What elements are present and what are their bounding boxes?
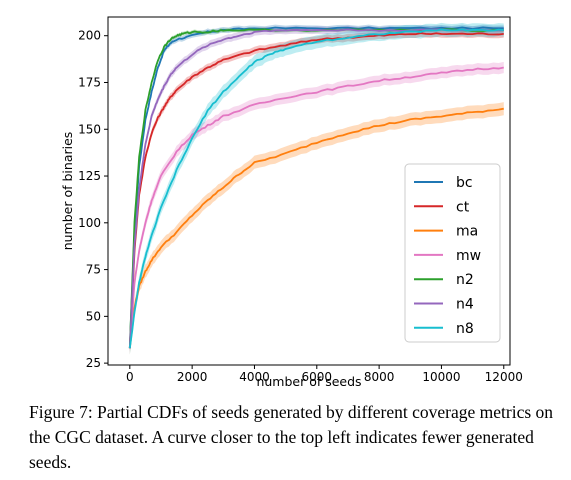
y-axis-title: number of binaries bbox=[60, 132, 75, 251]
legend-label-mw: mw bbox=[456, 248, 481, 264]
x-tick-label-12000: 12000 bbox=[485, 370, 523, 384]
x-tick-label-6000: 6000 bbox=[302, 370, 333, 384]
legend-box bbox=[404, 163, 501, 343]
series-line-n8 bbox=[128, 28, 504, 349]
x-axis-ticks: 0 2000 4000 6000 8000 10000 12000 bbox=[126, 365, 523, 384]
legend-label-ct: ct bbox=[456, 199, 470, 215]
axes-frame bbox=[107, 16, 511, 366]
series-line-bc bbox=[128, 26, 504, 349]
y-tick-label-100: 100 bbox=[78, 216, 101, 230]
y-tick-label-200: 200 bbox=[78, 29, 101, 43]
series-line-ct bbox=[128, 32, 504, 349]
x-tick-label-8000: 8000 bbox=[364, 370, 395, 384]
cdf-chart: 0 2000 4000 6000 8000 10000 12000 25 50 75 100 125… bbox=[60, 16, 523, 389]
series-line-ma bbox=[128, 107, 504, 349]
y-tick-label-150: 150 bbox=[78, 122, 101, 136]
legend-label-n2: n2 bbox=[456, 272, 474, 288]
y-axis-ticks: 25 50 75 100 125 150 175 200 bbox=[78, 29, 108, 370]
figure-caption: Figure 7: Partial CDFs of seeds generate… bbox=[29, 402, 554, 472]
y-tick-label-125: 125 bbox=[78, 169, 101, 183]
legend-label-n8: n8 bbox=[456, 321, 474, 337]
plot-area bbox=[128, 22, 504, 355]
y-tick-label-175: 175 bbox=[78, 75, 101, 89]
y-tick-label-25: 25 bbox=[86, 356, 101, 370]
series-line-n4 bbox=[128, 28, 504, 349]
x-tick-label-2000: 2000 bbox=[177, 370, 208, 384]
x-axis-title: number of seeds bbox=[256, 374, 361, 389]
legend-label-n4: n4 bbox=[456, 297, 474, 313]
legend-label-ma: ma bbox=[456, 224, 478, 240]
legend: bc ct ma mw n2 n4 n8 bbox=[404, 163, 501, 343]
legend-label-bc: bc bbox=[456, 175, 473, 191]
x-tick-label-10000: 10000 bbox=[422, 370, 460, 384]
series-line-mw bbox=[128, 66, 504, 349]
x-tick-label-4000: 4000 bbox=[239, 370, 270, 384]
y-tick-label-50: 50 bbox=[86, 309, 101, 323]
x-tick-label-0: 0 bbox=[126, 370, 134, 384]
y-tick-label-75: 75 bbox=[86, 263, 101, 277]
